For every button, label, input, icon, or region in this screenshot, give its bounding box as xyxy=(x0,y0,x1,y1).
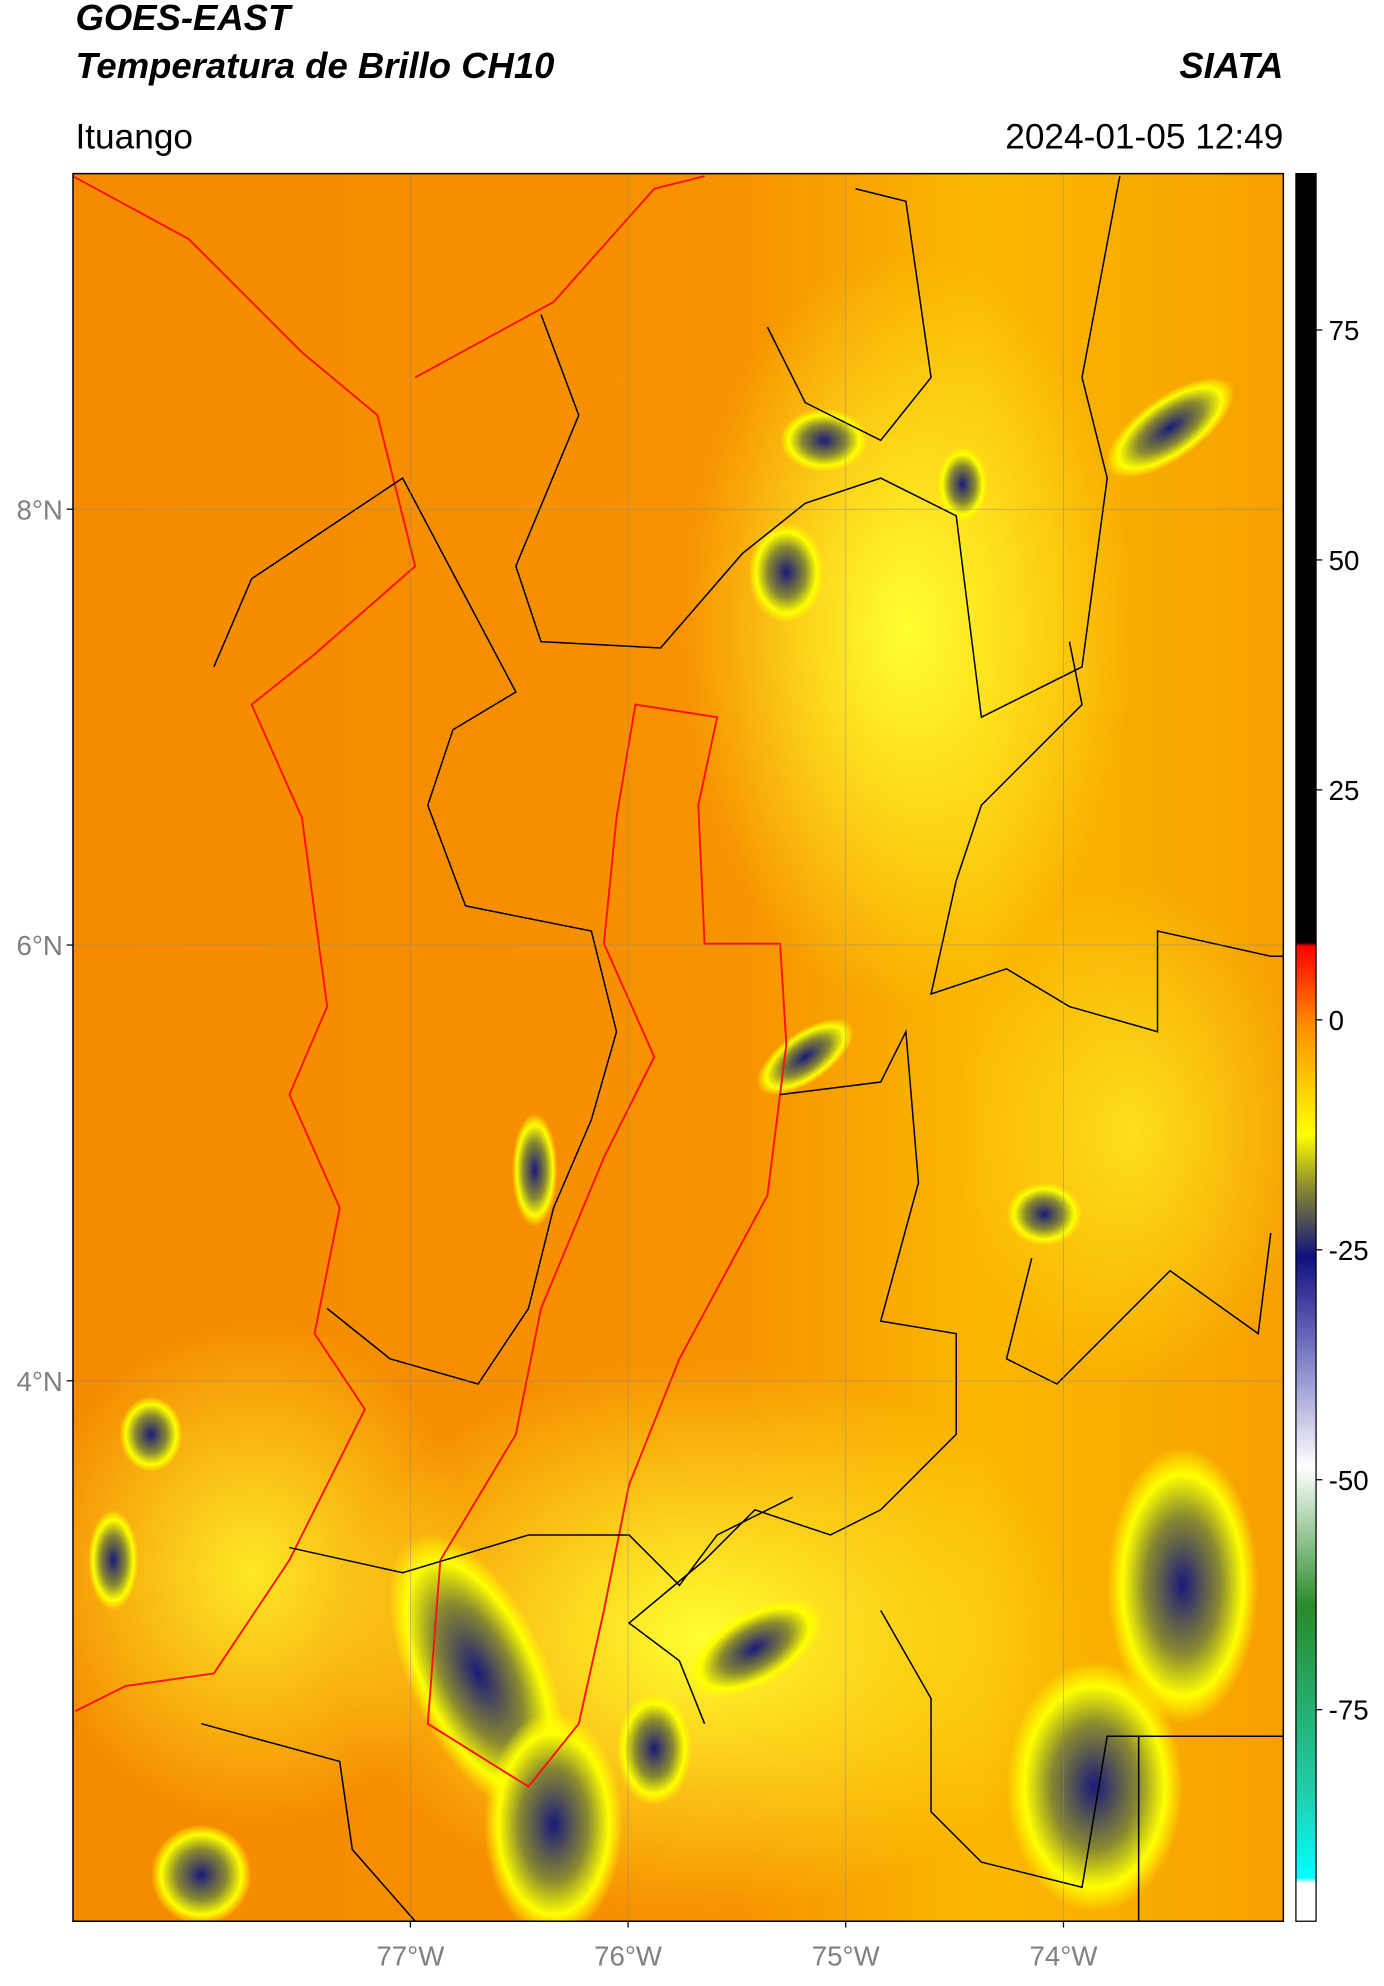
x-tick-label: 77°W xyxy=(376,1940,445,1971)
colorbar-tick-label: -75 xyxy=(1329,1695,1369,1726)
source: SIATA xyxy=(1179,45,1283,86)
x-tick-label: 75°W xyxy=(812,1940,881,1971)
timestamp: 2024-01-05 12:49 xyxy=(1005,117,1283,156)
colorbar-tick-label: -50 xyxy=(1329,1465,1369,1496)
map-frame xyxy=(72,172,1285,1922)
colorbar-tick-label: 0 xyxy=(1329,1005,1344,1036)
map-image xyxy=(72,173,1284,1922)
colorbar-tick-label: 75 xyxy=(1329,315,1360,346)
x-tick-label: 74°W xyxy=(1030,1940,1099,1971)
y-tick-label: 6°N xyxy=(16,930,62,961)
colorbar xyxy=(1295,172,1317,1922)
colorbar-tick-label: 25 xyxy=(1329,775,1360,806)
x-tick-label: 76°W xyxy=(594,1940,663,1971)
location: Ituango xyxy=(75,117,193,156)
y-tick-label: 8°N xyxy=(16,494,62,525)
subtitle: Temperatura de Brillo CH10 xyxy=(75,45,554,86)
title: GOES-EAST xyxy=(75,0,293,38)
axes: 77°W 76°W 75°W 74°W 4°N 6°N 8°N xyxy=(16,173,1284,1971)
colorbar-tick-label: 50 xyxy=(1329,545,1360,576)
colorbar-tick-label: -25 xyxy=(1329,1235,1369,1266)
y-tick-label: 4°N xyxy=(16,1366,62,1397)
